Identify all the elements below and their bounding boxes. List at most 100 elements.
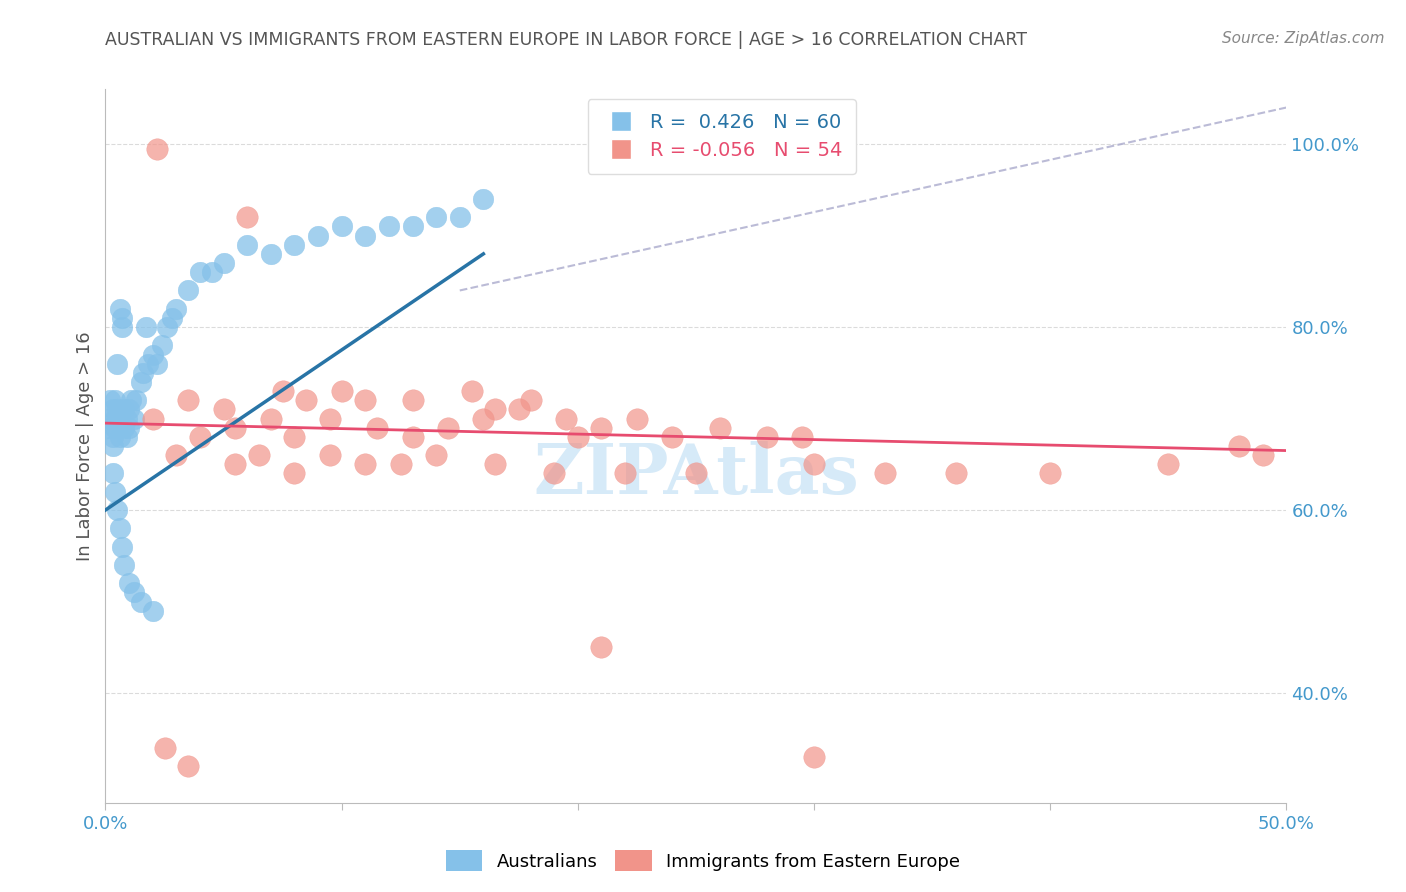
Point	[101, 467, 124, 481]
Point	[283, 237, 305, 252]
Point	[555, 411, 578, 425]
Point	[224, 458, 246, 472]
Point	[111, 310, 134, 325]
Point	[177, 284, 200, 298]
Point	[101, 402, 124, 417]
Point	[425, 448, 447, 462]
Point	[472, 411, 495, 425]
Point	[236, 211, 259, 225]
Point	[98, 393, 121, 408]
Point	[1039, 467, 1062, 481]
Point	[108, 521, 131, 535]
Point	[150, 338, 173, 352]
Point	[97, 420, 120, 434]
Point	[685, 467, 707, 481]
Point	[142, 411, 165, 425]
Point	[945, 467, 967, 481]
Point	[101, 430, 124, 444]
Point	[105, 411, 128, 425]
Point	[366, 420, 388, 434]
Point	[115, 411, 138, 425]
Point	[132, 366, 155, 380]
Point	[120, 393, 142, 408]
Point	[1227, 439, 1250, 453]
Point	[283, 467, 305, 481]
Point	[260, 411, 283, 425]
Point	[508, 402, 530, 417]
Point	[460, 384, 482, 398]
Y-axis label: In Labor Force | Age > 16: In Labor Force | Age > 16	[76, 331, 94, 561]
Point	[135, 320, 157, 334]
Point	[519, 393, 541, 408]
Point	[156, 320, 179, 334]
Point	[354, 458, 377, 472]
Point	[153, 740, 176, 755]
Point	[108, 430, 131, 444]
Point	[614, 467, 637, 481]
Point	[177, 393, 200, 408]
Legend: Australians, Immigrants from Eastern Europe: Australians, Immigrants from Eastern Eur…	[439, 843, 967, 879]
Point	[108, 301, 131, 316]
Point	[271, 384, 294, 398]
Point	[112, 402, 135, 417]
Point	[260, 247, 283, 261]
Point	[104, 393, 127, 408]
Point	[104, 420, 127, 434]
Point	[319, 411, 342, 425]
Point	[567, 430, 589, 444]
Point	[146, 357, 169, 371]
Point	[101, 439, 124, 453]
Point	[201, 265, 224, 279]
Point	[709, 420, 731, 434]
Point	[165, 301, 187, 316]
Point	[118, 402, 141, 417]
Point	[111, 540, 134, 554]
Point	[803, 750, 825, 764]
Text: ZIPAtlas: ZIPAtlas	[533, 441, 859, 508]
Point	[122, 411, 145, 425]
Point	[105, 357, 128, 371]
Point	[105, 402, 128, 417]
Point	[142, 347, 165, 361]
Point	[142, 604, 165, 618]
Point	[112, 558, 135, 572]
Point	[212, 402, 235, 417]
Text: AUSTRALIAN VS IMMIGRANTS FROM EASTERN EUROPE IN LABOR FORCE | AGE > 16 CORRELATI: AUSTRALIAN VS IMMIGRANTS FROM EASTERN EU…	[105, 31, 1028, 49]
Point	[591, 420, 613, 434]
Point	[661, 430, 683, 444]
Point	[472, 192, 495, 206]
Point	[122, 585, 145, 599]
Point	[118, 576, 141, 591]
Point	[118, 420, 141, 434]
Point	[212, 256, 235, 270]
Point	[247, 448, 270, 462]
Point	[755, 430, 778, 444]
Point	[354, 228, 377, 243]
Point	[283, 430, 305, 444]
Point	[136, 357, 159, 371]
Point	[330, 219, 353, 234]
Point	[873, 467, 896, 481]
Point	[295, 393, 318, 408]
Point	[98, 411, 121, 425]
Point	[129, 594, 152, 608]
Point	[389, 458, 412, 472]
Point	[115, 430, 138, 444]
Point	[104, 411, 127, 425]
Point	[1251, 448, 1274, 462]
Point	[160, 310, 183, 325]
Point	[626, 411, 648, 425]
Point	[484, 458, 506, 472]
Point	[401, 219, 423, 234]
Point	[224, 420, 246, 434]
Point	[330, 384, 353, 398]
Point	[105, 503, 128, 517]
Point	[543, 467, 565, 481]
Point	[177, 759, 200, 773]
Point	[165, 448, 187, 462]
Legend: R =  0.426   N = 60, R = -0.056   N = 54: R = 0.426 N = 60, R = -0.056 N = 54	[588, 99, 856, 174]
Point	[401, 393, 423, 408]
Point	[307, 228, 329, 243]
Point	[449, 211, 471, 225]
Point	[129, 375, 152, 389]
